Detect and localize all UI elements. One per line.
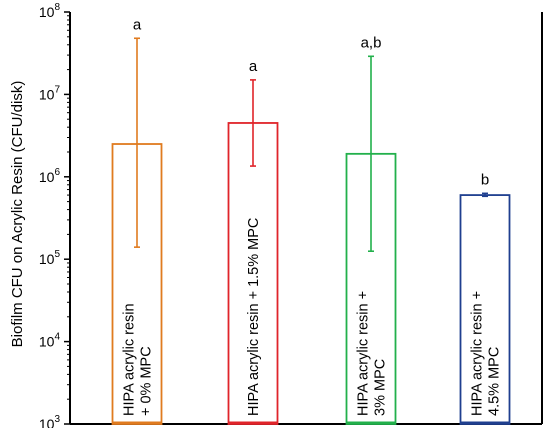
- bar: [459, 194, 511, 425]
- bar: [111, 143, 163, 425]
- y-tick-label: 107: [39, 84, 61, 102]
- y-ticks: 103 104 105 106 107 108: [39, 2, 70, 428]
- bar-category-label: HIPA acrylic resin +4.5% MPC: [470, 291, 503, 416]
- bar-category-label: HIPA acrylic resin + 1.5% MPC: [246, 218, 262, 416]
- significance-label: b: [481, 171, 489, 188]
- bar-group: a,b HIPA acrylic resin +3% MPC: [345, 34, 397, 425]
- y-tick-label: 106: [39, 167, 61, 185]
- y-tick-label: 103: [39, 414, 61, 428]
- y-tick-label: 104: [39, 332, 61, 350]
- y-tick-label: 108: [39, 2, 61, 20]
- bars: a HIPA acrylic resin+ 0% MPC a HIPA acrylic…: [111, 16, 511, 425]
- bar-group: a HIPA acrylic resin + 1.5% MPC: [227, 58, 279, 425]
- significance-label: a: [249, 58, 258, 75]
- bar-category-label: HIPA acrylic resin +3% MPC: [356, 291, 389, 416]
- bar-group: b HIPA acrylic resin +4.5% MPC: [459, 171, 511, 425]
- bar-group: a HIPA acrylic resin+ 0% MPC: [111, 16, 163, 425]
- significance-label: a: [133, 16, 142, 33]
- significance-label: a,b: [361, 34, 382, 51]
- bar-category-label: HIPA acrylic resin+ 0% MPC: [122, 303, 155, 416]
- y-axis-title: Biofilm CFU on Acrylic Resin (CFU/disk): [9, 81, 26, 348]
- y-tick-label: 105: [39, 249, 61, 267]
